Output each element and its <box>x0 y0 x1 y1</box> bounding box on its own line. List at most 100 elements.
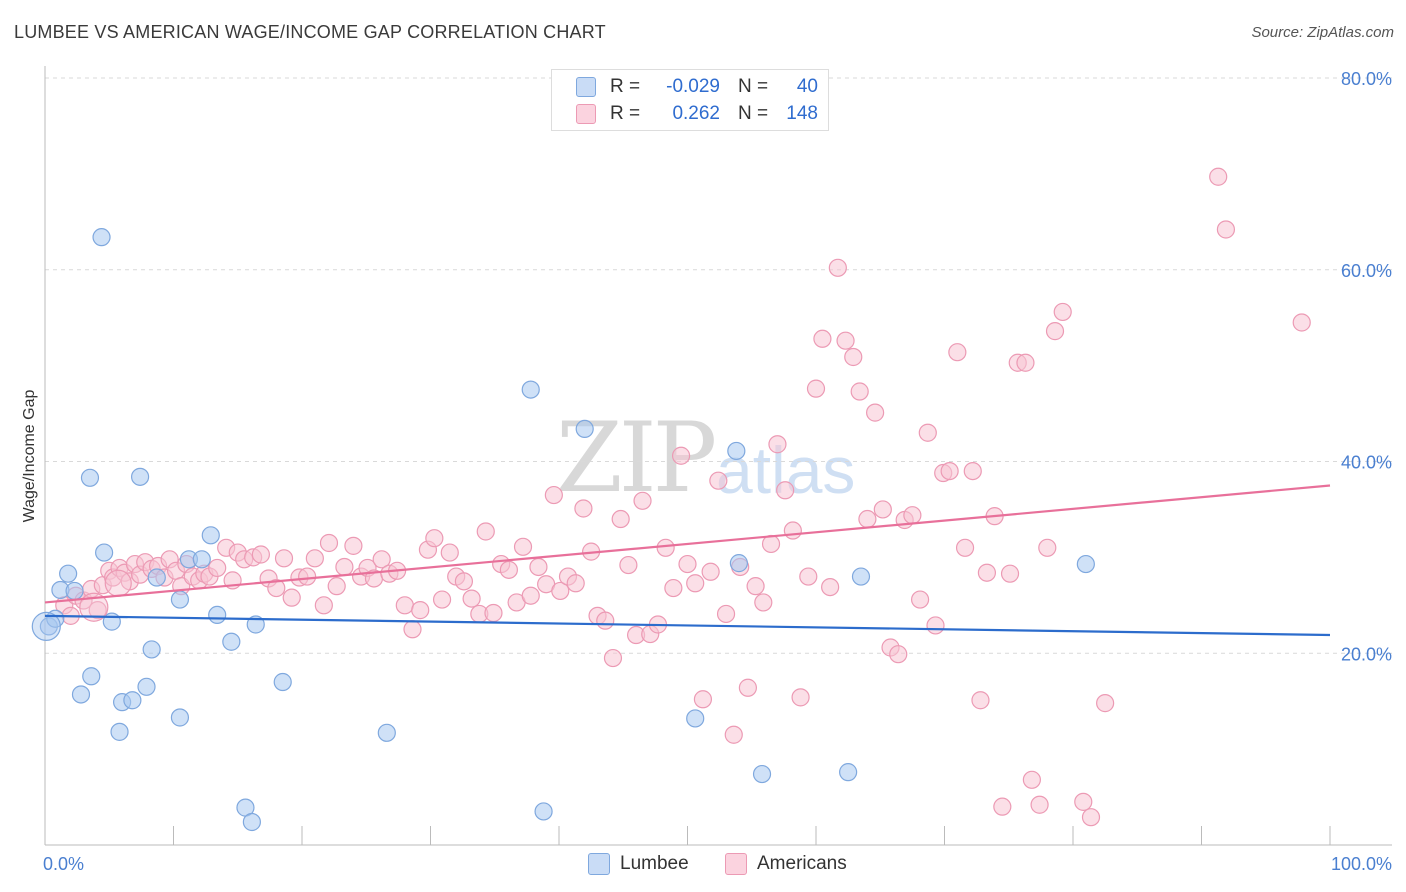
lumbee-point <box>727 441 746 461</box>
americans-point <box>686 574 705 593</box>
americans-point <box>1022 770 1041 789</box>
bottom-legend-lumbee: Lumbee <box>588 852 689 876</box>
y-tick-label: 60.0% <box>1341 261 1392 281</box>
americans-point <box>813 329 832 348</box>
americans-point <box>305 549 324 568</box>
americans-point <box>828 258 847 277</box>
legend-r-value: 0.262 <box>672 103 720 124</box>
chart-source: Source: ZipAtlas.com <box>1251 24 1394 41</box>
americans-point <box>754 593 773 612</box>
americans-point <box>977 563 997 582</box>
legend-row-americans: R = 0.262 N = 148 <box>552 101 818 127</box>
lumbee-point <box>851 567 871 586</box>
americans-point <box>1081 808 1101 827</box>
americans-point <box>551 581 570 601</box>
chart-title: LUMBEE VS AMERICAN WAGE/INCOME GAP CORRE… <box>14 22 606 42</box>
americans-point <box>462 589 481 608</box>
americans-point <box>693 690 713 709</box>
americans-point <box>850 382 869 401</box>
americans-point <box>1016 353 1035 372</box>
x-tick-label: 0.0% <box>43 854 84 874</box>
americans-point <box>940 461 959 481</box>
legend-americans-label: Americans <box>757 853 847 874</box>
americans-point <box>791 688 810 707</box>
americans-point <box>799 567 818 586</box>
americans-point <box>664 578 683 598</box>
americans-point <box>761 534 781 554</box>
americans-point <box>724 725 743 744</box>
americans-point <box>776 481 795 500</box>
americans-point <box>603 648 623 668</box>
lumbee-point <box>686 709 705 728</box>
americans-point <box>499 560 518 579</box>
americans-point <box>395 596 414 615</box>
lumbee-trend-line <box>44 614 1331 637</box>
americans-point <box>1053 302 1072 322</box>
legend-row-lumbee: R = -0.029 N = 40 <box>552 74 818 100</box>
americans-point <box>821 577 840 597</box>
americans-point <box>889 645 908 664</box>
americans-point <box>1216 220 1236 239</box>
lumbee-swatch <box>588 853 610 875</box>
americans-point <box>596 611 615 630</box>
americans-point <box>521 586 540 605</box>
lumbee-point <box>839 763 858 782</box>
americans-point <box>335 557 354 577</box>
lumbee-point <box>142 640 161 659</box>
americans-point <box>873 500 892 519</box>
americans-point <box>858 509 877 529</box>
americans-swatch <box>725 853 747 875</box>
americans-point-large <box>79 592 109 622</box>
americans-point <box>678 554 697 574</box>
legend-r-label: R = <box>610 103 641 124</box>
lumbee-point <box>534 802 553 821</box>
lumbee-point <box>95 543 114 562</box>
americans-point <box>440 543 459 562</box>
correlation-legend: R = -0.029 N = 40 R = 0.262 N = 148 <box>551 69 829 131</box>
lumbee-point <box>729 554 749 573</box>
lumbee-point <box>82 667 101 686</box>
americans-point <box>836 331 855 350</box>
americans-point-large <box>104 569 132 597</box>
americans-point <box>1038 538 1057 557</box>
americans-point <box>611 509 630 529</box>
americans-point <box>574 499 593 518</box>
legend-n-value: 148 <box>786 103 818 124</box>
points-layer <box>31 167 1311 832</box>
trend-layer <box>44 484 1331 637</box>
americans-point <box>806 379 826 398</box>
americans-point <box>529 557 548 577</box>
americans-point <box>963 461 982 481</box>
lumbee-point-large <box>31 611 61 642</box>
americans-point <box>709 471 728 490</box>
y-tick-label: 80.0% <box>1341 69 1392 89</box>
americans-point <box>866 403 885 422</box>
legend-lumbee-label: Lumbee <box>620 853 689 874</box>
americans-point <box>319 533 339 553</box>
lumbee-point <box>377 723 396 742</box>
americans-point <box>993 797 1012 816</box>
americans-point <box>476 522 495 541</box>
americans-point <box>484 603 503 623</box>
americans-point <box>1045 322 1065 341</box>
americans-point <box>298 567 317 586</box>
americans-point <box>282 588 301 607</box>
lumbee-point <box>59 564 78 583</box>
lumbee-point <box>273 672 292 692</box>
americans-point <box>403 620 422 639</box>
americans-point <box>971 691 990 710</box>
americans-trend-line <box>44 484 1331 604</box>
axis-layer: 20.0% 40.0% 60.0% 80.0% 0.0% 100.0% <box>43 66 1392 874</box>
americans-point <box>372 550 391 569</box>
lumbee-point <box>123 691 142 710</box>
lumbee-point <box>201 526 220 545</box>
lumbee-point <box>92 228 111 247</box>
lumbee-point <box>102 612 121 631</box>
lumbee-point <box>752 764 772 784</box>
americans-point <box>1000 564 1020 583</box>
americans-point <box>274 549 294 568</box>
americans-point <box>1209 167 1228 186</box>
lumbee-point <box>110 722 129 741</box>
americans-point <box>208 558 227 578</box>
lumbee-point <box>246 615 265 634</box>
